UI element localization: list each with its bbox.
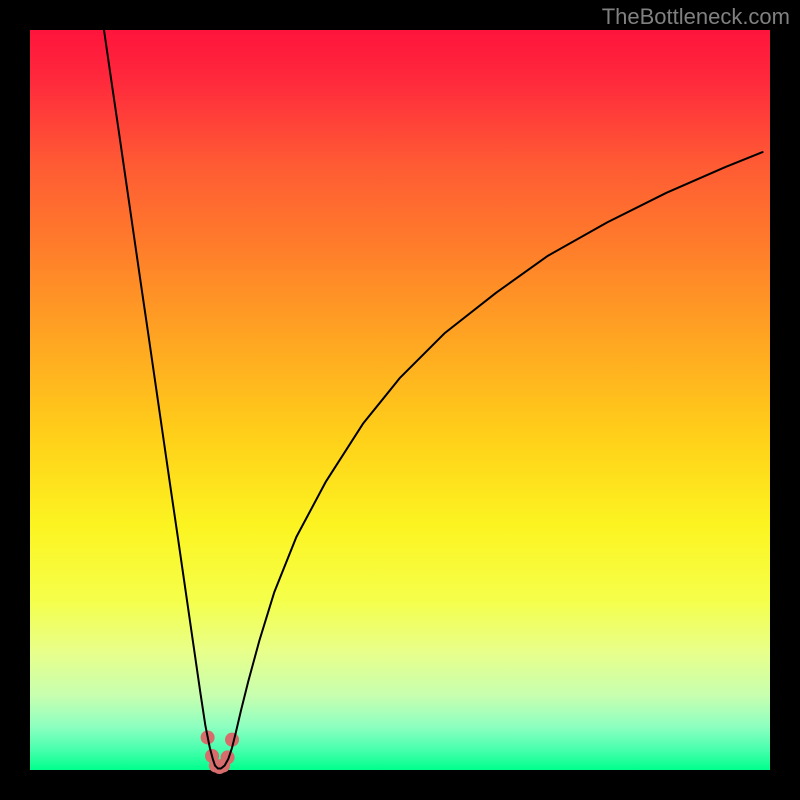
plot-background: [30, 30, 770, 770]
valley-marker: [221, 750, 235, 764]
bottleneck-chart: [0, 0, 800, 800]
watermark-text: TheBottleneck.com: [602, 4, 790, 30]
